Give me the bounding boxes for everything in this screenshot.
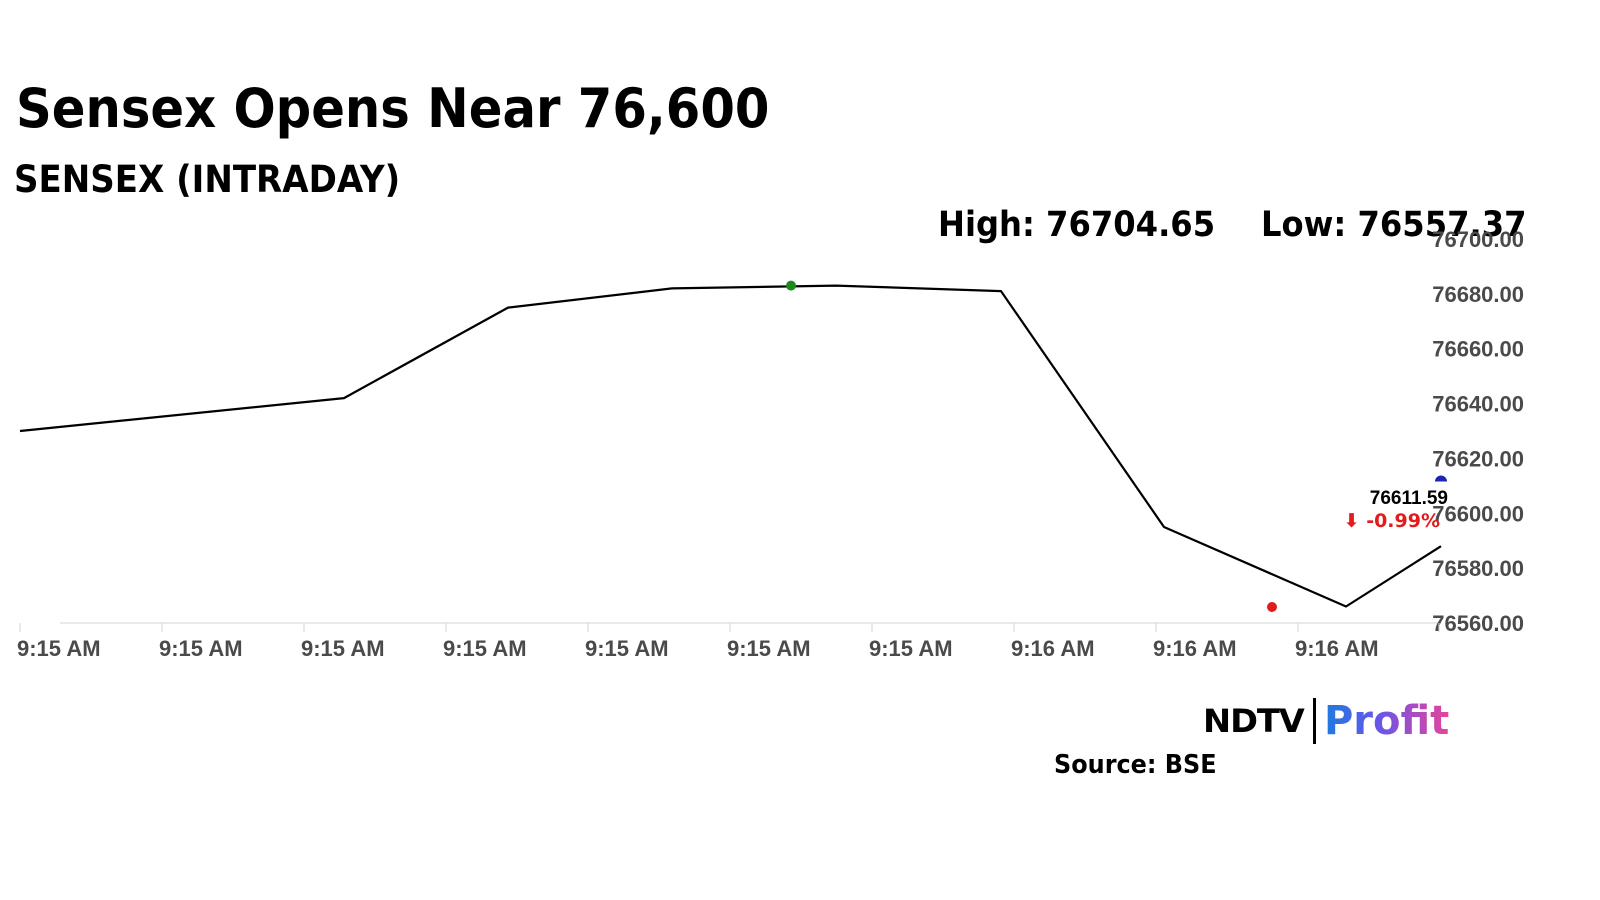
x-tick-label: 9:16 AM — [1295, 636, 1379, 661]
high-marker — [786, 280, 796, 291]
x-tick-label: 9:15 AM — [443, 636, 527, 661]
last-price-label: 76611.59 — [1370, 488, 1448, 509]
x-tick-label: 9:16 AM — [1153, 636, 1237, 661]
x-tick-label: 9:15 AM — [585, 636, 669, 661]
price-line — [19, 284, 1442, 608]
x-tick-label: 9:15 AM — [301, 636, 385, 661]
x-tick-label: 9:15 AM — [17, 636, 101, 661]
x-tick-label: 9:15 AM — [727, 636, 811, 661]
low-marker — [1267, 602, 1277, 612]
y-tick-label: 76640.00 — [1432, 392, 1524, 417]
source-note: Source: BSE — [1054, 750, 1217, 780]
x-tick-label: 9:15 AM — [159, 636, 243, 661]
low-value: Low: 76557.37 — [1261, 205, 1527, 245]
logo-profit-text: Profit — [1323, 698, 1450, 744]
change-label: ⬇ -0.99% — [1344, 510, 1440, 532]
y-tick-label: 76560.00 — [1432, 611, 1524, 636]
logo-ndtv-text: NDTV — [1203, 702, 1305, 740]
last-marker — [1435, 475, 1447, 482]
x-tick-label: 9:15 AM — [869, 636, 953, 661]
y-tick-label: 76580.00 — [1432, 556, 1524, 581]
y-tick-label: 76620.00 — [1432, 446, 1524, 471]
chart-title: Sensex Opens Near 76,600 — [16, 77, 770, 140]
y-tick-label: 76680.00 — [1432, 282, 1524, 307]
logo-separator — [1312, 698, 1316, 744]
y-tick-label: 76700.00 — [1432, 227, 1524, 252]
x-tick-label: 9:16 AM — [1011, 636, 1095, 661]
ndtv-profit-logo: NDTV Profit — [1203, 697, 1449, 745]
y-tick-label: 76660.00 — [1432, 337, 1524, 362]
high-value: High: 76704.65 — [938, 205, 1216, 245]
chart-subtitle: SENSEX (INTRADAY) — [14, 158, 401, 201]
y-tick-label: 76600.00 — [1432, 501, 1524, 526]
